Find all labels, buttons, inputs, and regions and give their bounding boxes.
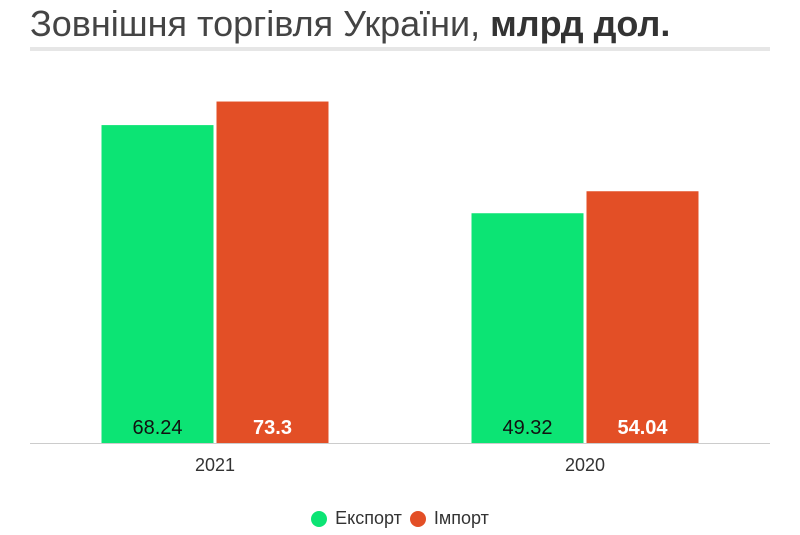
chart-title-regular: Зовнішня торгівля України,: [30, 3, 491, 44]
bar-chart: 68.24 73.3 2021 49.32 54.04 2020: [30, 101, 770, 475]
x-tick-label: 2021: [195, 455, 235, 475]
legend-label-import: Імпорт: [433, 508, 489, 528]
x-tick-label: 2020: [565, 455, 605, 475]
title-divider: [30, 47, 770, 51]
data-label: 49.32: [502, 417, 552, 439]
bar: [101, 125, 214, 443]
bar: [471, 213, 584, 443]
data-label: 73.3: [253, 417, 292, 439]
legend-dot-export-icon: [311, 510, 328, 527]
bar: [216, 101, 329, 443]
chart-title: Зовнішня торгівля України, млрд дол.: [30, 2, 670, 46]
legend-item-import: Імпорт: [409, 508, 489, 529]
bar: [586, 191, 699, 443]
legend-label-export: Експорт: [335, 508, 402, 528]
legend-dot-import-icon: [409, 510, 426, 527]
data-label: 54.04: [617, 417, 668, 439]
legend-item-export: Експорт: [311, 508, 402, 529]
data-label: 68.24: [132, 417, 182, 439]
chart-legend: Експорт Імпорт: [0, 508, 800, 529]
chart-title-unit: млрд дол.: [490, 3, 671, 44]
